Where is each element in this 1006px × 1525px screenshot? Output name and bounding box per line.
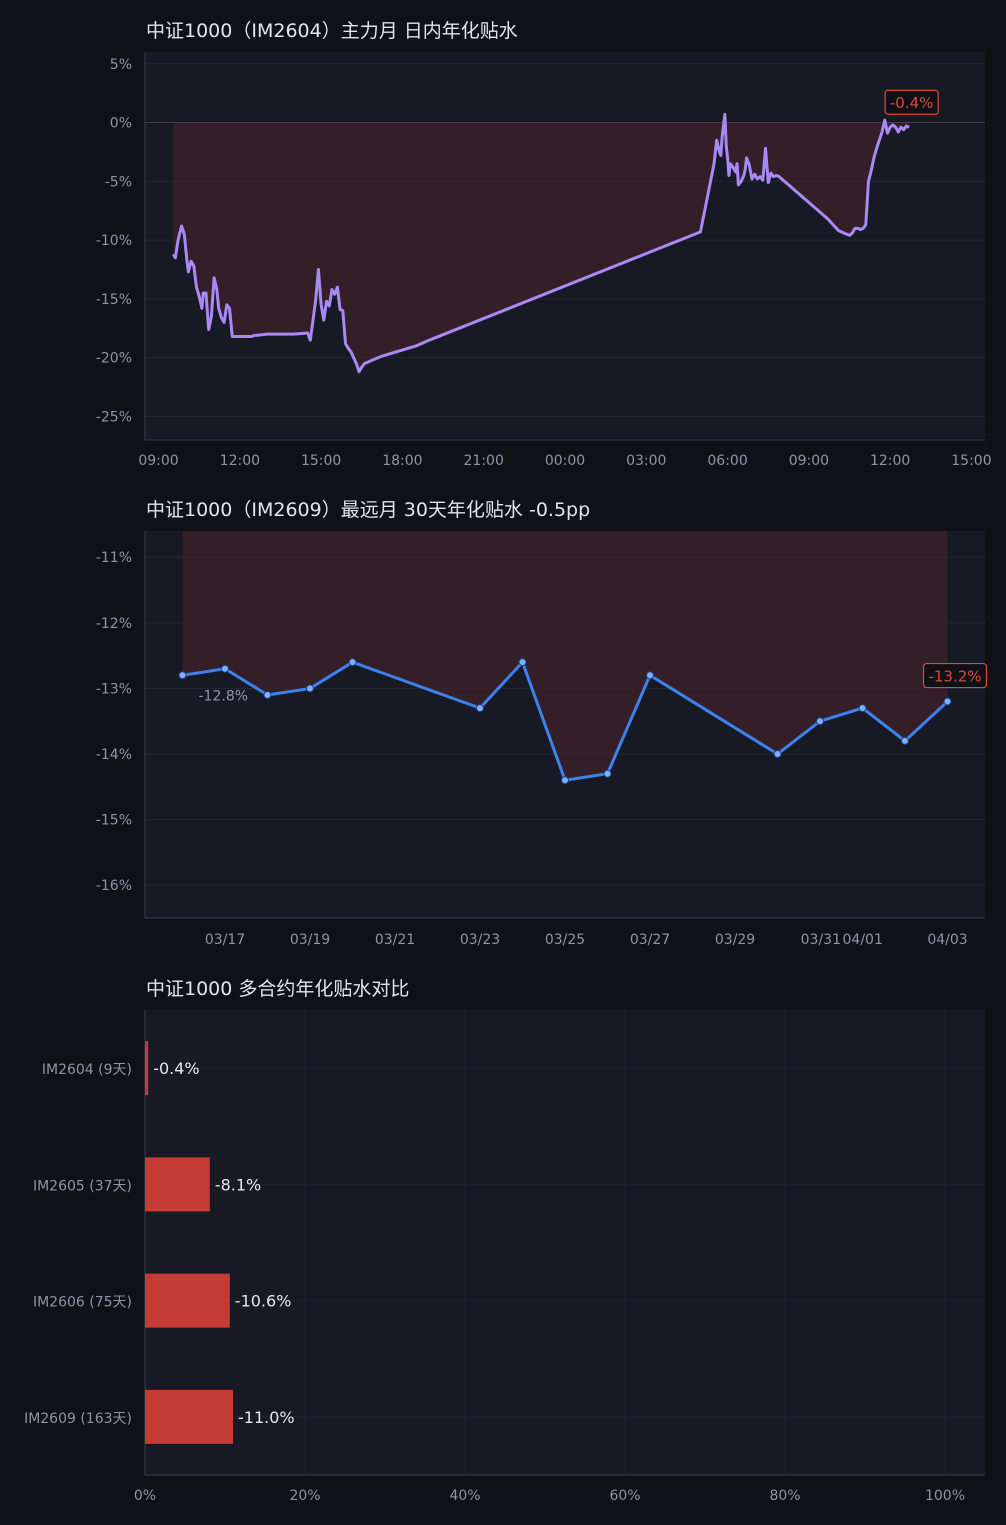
discount-line [172,112,910,374]
x-tick-label: 12:00 [870,453,910,469]
x-tick-label: 03/29 [715,932,755,948]
callout-label: -13.2% [928,668,981,686]
x-tick-label: 0% [134,1488,156,1504]
data-point [901,736,909,745]
category-label: IM2609 (163天) [24,1411,132,1427]
far-month-chart-panel: 中证1000（IM2609）最远月 30天年化贴水 -0.5pp -11% -12… [0,480,1006,960]
y-tick-label: -15% [96,292,132,308]
bar [145,1157,210,1212]
x-tick-label: 00:00 [545,453,585,469]
x-tick-label: 40% [449,1488,480,1504]
bar [145,1389,233,1444]
bar [145,1273,230,1328]
category-label: IM2606 (75天) [33,1295,132,1311]
y-tick-label: -13% [96,681,132,697]
intraday-chart-panel: 中证1000（IM2604）主力月 日内年化贴水 5% 0% -5% -10% -15%… [0,0,1006,480]
data-point [603,769,612,778]
callout-label: -0.4% [890,94,934,112]
bar-value-label: -8.1% [215,1175,261,1194]
x-tick-label: 03/21 [375,932,415,948]
discount-area [182,531,948,781]
x-tick-label: 04/01 [843,932,883,948]
x-tick-label: 20% [289,1488,320,1504]
y-tick-label: -20% [96,351,132,367]
category-label: IM2604 (9天) [42,1062,132,1078]
x-tick-label: 03/19 [290,932,330,948]
data-point [858,704,867,713]
x-tick-label: 06:00 [707,453,747,469]
bar [145,1041,149,1096]
x-tick-label: 15:00 [951,453,991,469]
data-point [646,671,654,680]
last-value-callout: -13.2% [922,662,988,689]
x-tick-label: 09:00 [789,453,829,469]
data-point [943,697,952,706]
data-point [518,658,527,667]
x-tick-label: 09:00 [138,453,178,469]
x-tick-label: 80% [769,1488,800,1504]
intraday-area-chart: 5% 0% -5% -10% -15% -20% -25% 09:00 12:00 15:00 18… [96,52,992,469]
y-tick-label: 5% [110,57,132,73]
chart-title: 中证1000（IM2609）最远月 30天年化贴水 -0.5pp [146,499,591,521]
x-tick-label: 21:00 [464,453,504,469]
data-point [306,684,314,693]
y-tick-label: -5% [105,174,132,190]
x-tick-label: 12:00 [220,453,260,469]
contract-bar-chart: IM2604 (9天) -0.4% IM2605 (37天) -8.1% IM2606 … [24,1010,985,1504]
y-tick-label: -16% [96,878,132,894]
chart-title: 中证1000 多合约年化贴水对比 [146,978,410,1000]
y-tick-label: -12% [96,616,132,632]
contract-comparison-panel: 中证1000 多合约年化贴水对比 IM2604 (9天) -0.4% IM2605 … [0,960,1006,1525]
x-tick-label: 15:00 [301,453,341,469]
category-label: IM2605 (37天) [33,1178,132,1194]
data-point [476,704,484,713]
data-point [348,658,357,667]
x-tick-label: 03/27 [630,932,670,948]
discount-area [173,114,910,372]
last-value-callout: -0.4% [884,89,939,115]
x-tick-label: 03:00 [626,453,666,469]
far-month-line-chart: -11% -12% -13% -14% -15% -16% 03/17 03/19 03/21 0… [96,531,988,948]
x-tick-label: 03/17 [205,932,245,948]
data-point [816,717,824,726]
y-tick-label: -25% [96,409,132,425]
x-tick-label: 04/03 [927,932,967,948]
x-tick-label: 100% [925,1488,965,1504]
bar-value-label: -0.4% [153,1059,199,1078]
x-tick-label: 03/25 [545,932,585,948]
y-tick-label: -14% [96,747,132,763]
y-tick-label: -15% [96,813,132,829]
plot-area [145,1010,985,1475]
bar-value-label: -11.0% [238,1408,295,1427]
first-value-label: -12.8% [199,688,249,704]
bar-value-label: -10.6% [235,1292,292,1311]
y-tick-label: -10% [96,233,132,249]
callout-box [922,662,988,689]
chart-title: 中证1000（IM2604）主力月 日内年化贴水 [146,20,518,42]
data-point [773,750,782,759]
data-point [263,690,272,699]
callout-box [884,89,939,115]
data-point [178,671,187,680]
data-point [561,776,569,785]
y-tick-label: 0% [110,116,132,132]
x-tick-label: 18:00 [382,453,422,469]
x-tick-label: 03/31 [801,932,841,948]
y-tick-label: -11% [96,550,132,566]
data-point [221,664,229,673]
x-tick-label: 03/23 [460,932,500,948]
x-tick-label: 60% [609,1488,640,1504]
